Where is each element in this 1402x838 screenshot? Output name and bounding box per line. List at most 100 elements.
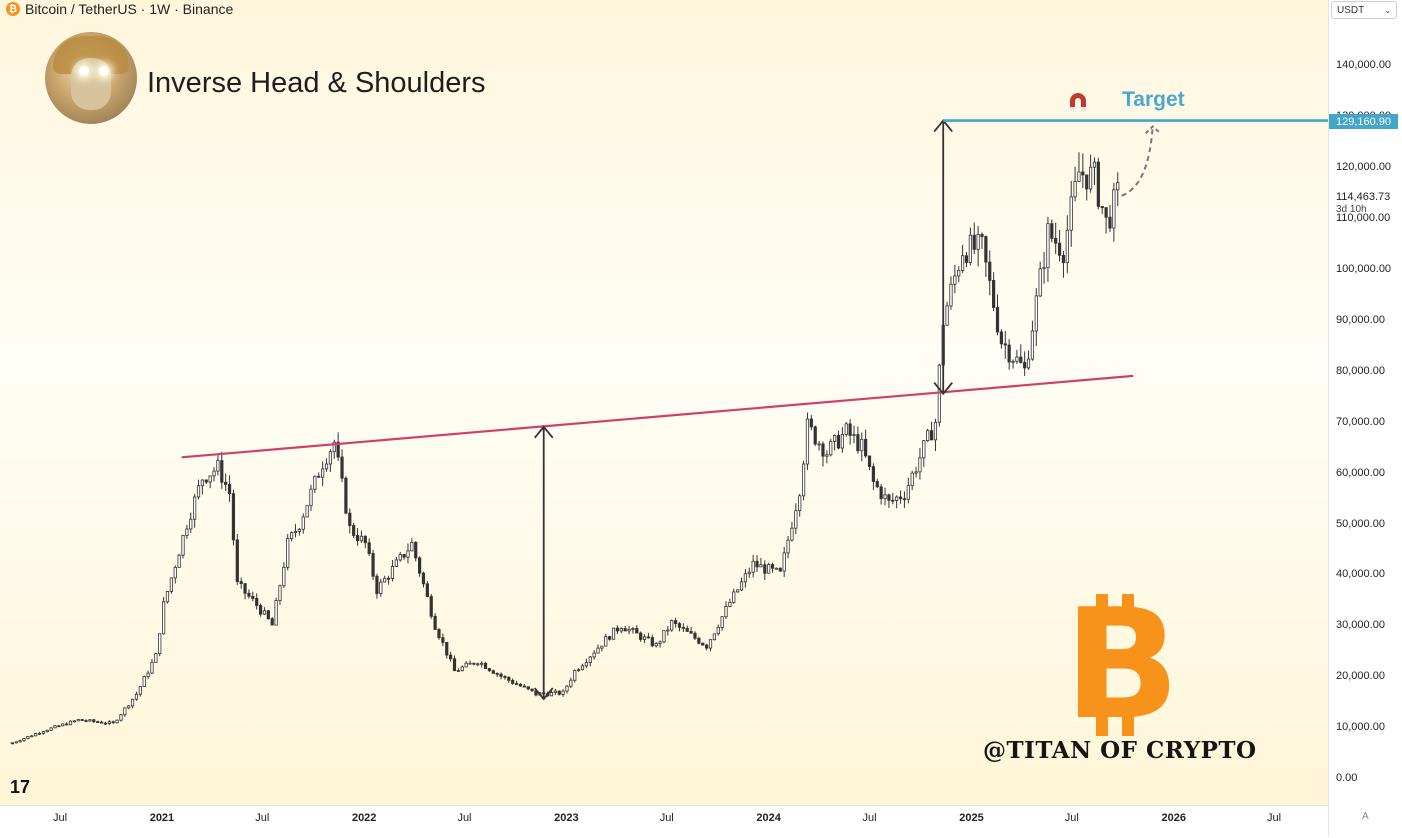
candle-down (887, 494, 891, 501)
bitcoin-logo-bar-bottom-2 (1122, 714, 1134, 736)
current-price-label: 114,463.73 (1336, 191, 1391, 203)
candle-down (483, 662, 488, 669)
candle-up (293, 531, 298, 534)
auto-scale-button[interactable]: A (1362, 811, 1369, 822)
candle-down (1019, 356, 1023, 363)
candle-up (553, 690, 557, 693)
time-tick: 2024 (756, 812, 781, 824)
candle-up (1042, 267, 1046, 270)
candle-down (608, 636, 612, 640)
symbol-header[interactable]: ₿ Bitcoin / TetherUS · 1W · Binance (6, 1, 233, 17)
candle-up (968, 234, 972, 263)
candle-down (693, 632, 697, 639)
candle-down (809, 418, 813, 428)
candle-down (1081, 171, 1085, 176)
candle-up (41, 731, 45, 734)
candle-up (720, 616, 724, 628)
candle-up (1011, 360, 1015, 363)
candle-up (600, 645, 604, 649)
candle-up (150, 662, 154, 674)
candle-up (480, 662, 484, 665)
candle-up (642, 636, 647, 640)
candle-down (770, 564, 775, 569)
candle-down (697, 637, 701, 644)
candle-down (414, 541, 418, 559)
candle-up (115, 719, 119, 724)
bitcoin-logo-glyph: B (1064, 576, 1180, 753)
candle-up (460, 666, 464, 671)
candle-down (514, 683, 519, 685)
candle-down (673, 620, 678, 624)
candle-up (410, 541, 414, 552)
candle-up (286, 538, 290, 568)
candle-up (177, 554, 181, 568)
candle-up (468, 662, 472, 665)
candle-up (72, 720, 77, 723)
candle-down (929, 430, 934, 441)
candle-down (615, 627, 620, 632)
price-tick: 20,000.00 (1336, 670, 1385, 683)
candle-down (980, 234, 984, 237)
time-tick: 2021 (149, 812, 175, 824)
candle-up (328, 451, 332, 465)
candle-down (103, 722, 108, 725)
candle-down (96, 721, 100, 723)
plot-area[interactable] (0, 0, 1328, 805)
target-label: Target (1122, 88, 1185, 111)
candle-down (425, 583, 429, 597)
candle-up (130, 698, 135, 707)
candle-down (992, 280, 996, 308)
candle-up (833, 435, 837, 442)
candle-down (355, 535, 360, 542)
candle-up (1069, 196, 1073, 231)
candle-up (169, 577, 173, 592)
candle-down (867, 455, 872, 468)
price-axis[interactable] (1328, 0, 1402, 837)
candle-up (262, 610, 267, 615)
bitcoin-logo: B (1064, 589, 1180, 741)
price-tick: 40,000.00 (1336, 568, 1385, 581)
candle-up (933, 421, 938, 441)
candle-down (452, 658, 457, 672)
candle-down (84, 720, 88, 722)
candle-down (80, 719, 84, 721)
avatar-eye-right (99, 66, 109, 76)
target-price-label: 129,160.90 (1329, 114, 1398, 129)
tradingview-logo[interactable]: 17 (10, 777, 31, 797)
time-tick: Jul (1064, 812, 1079, 824)
candle-down (1104, 207, 1108, 218)
candle-down (864, 438, 868, 457)
candle-up (379, 581, 383, 594)
candlestick-chart[interactable] (0, 0, 1328, 805)
candle-up (456, 670, 460, 672)
candle-down (1023, 362, 1027, 369)
candle-up (759, 564, 763, 568)
candle-up (398, 554, 402, 561)
candle-up (173, 566, 177, 579)
chevron-down-icon: ⌄ (1384, 5, 1391, 15)
candle-up (278, 585, 282, 601)
candle-up (123, 707, 127, 716)
candle-up (216, 460, 220, 472)
candle-up (189, 518, 193, 530)
candle-down (336, 441, 340, 458)
candle-down (879, 486, 883, 500)
candle-up (274, 600, 278, 626)
candle-down (902, 498, 907, 501)
candle-up (45, 729, 49, 733)
candle-down (677, 623, 682, 628)
bitcoin-logo-bar-top-2 (1122, 594, 1134, 616)
candle-up (26, 736, 30, 739)
candle-up (37, 732, 42, 735)
candle-up (394, 559, 398, 567)
time-axis[interactable] (0, 805, 1328, 838)
candle-down (421, 572, 426, 585)
candle-down (995, 307, 1000, 333)
candle-up (332, 441, 336, 453)
currency-selector[interactable]: USDT ⌄ (1331, 1, 1397, 19)
candle-up (14, 741, 18, 744)
candle-down (487, 668, 492, 672)
candle-up (208, 475, 212, 483)
candle-up (321, 468, 325, 478)
candle-up (53, 725, 57, 729)
